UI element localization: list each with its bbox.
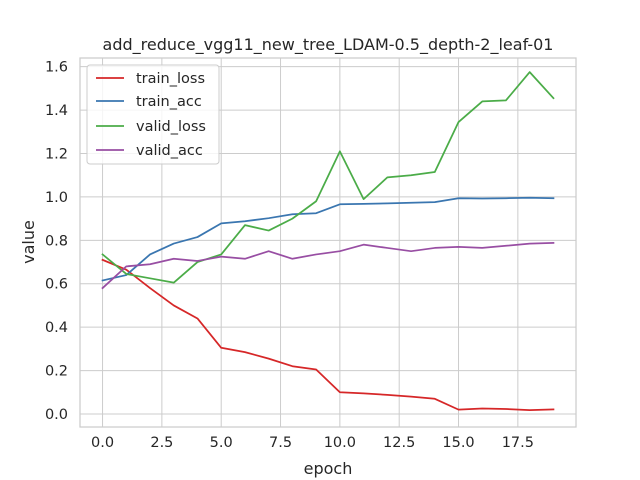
- y-tick-label: 0.2: [45, 364, 68, 380]
- y-tick-label: 0.6: [45, 277, 68, 293]
- tick-labels: 0.0 2.5 5.0 7.5 10.0 12.5 15.0 17.5 0.0 0.2 0.4 0.6…: [45, 60, 534, 451]
- legend-box: [86, 64, 220, 165]
- series-line-train-acc: [101, 196, 555, 282]
- x-tick-label: 2.5: [150, 435, 173, 451]
- plot-frame: [79, 57, 577, 428]
- series-line-train-loss: [101, 258, 555, 411]
- y-tick-label: 1.6: [45, 60, 68, 76]
- x-tick-label: 7.5: [269, 435, 292, 451]
- legend-label-valid-acc: valid_acc: [136, 143, 203, 159]
- y-tick-label: 1.4: [45, 103, 68, 119]
- y-tick-label: 1.0: [45, 190, 68, 206]
- legend-label-train-loss: train_loss: [136, 71, 205, 87]
- grid-lines: [80, 58, 576, 427]
- y-tick-label: 0.8: [45, 233, 68, 249]
- legend: train_loss train_acc valid_loss valid_ac…: [86, 64, 220, 165]
- legend-label-valid-loss: valid_loss: [136, 119, 206, 135]
- series-line-valid-acc: [101, 242, 555, 290]
- y-tick-label: 1.2: [45, 147, 68, 163]
- y-tick-label: 0.4: [45, 320, 68, 336]
- legend-label-train-acc: train_acc: [136, 94, 202, 110]
- chart-title: add_reduce_vgg11_new_tree_LDAM-0.5_depth…: [103, 35, 554, 55]
- series-lines: [101, 71, 555, 411]
- y-axis-label: value: [19, 220, 38, 264]
- x-tick-label: 0.0: [91, 435, 114, 451]
- x-axis-label: epoch: [304, 459, 353, 478]
- y-tick-label: 0.0: [45, 407, 68, 423]
- series-line-valid-loss: [101, 71, 555, 284]
- x-tick-label: 12.5: [383, 435, 415, 451]
- x-tick-label: 10.0: [324, 435, 356, 451]
- x-tick-label: 17.5: [502, 435, 534, 451]
- x-tick-label: 15.0: [442, 435, 474, 451]
- x-tick-label: 5.0: [210, 435, 233, 451]
